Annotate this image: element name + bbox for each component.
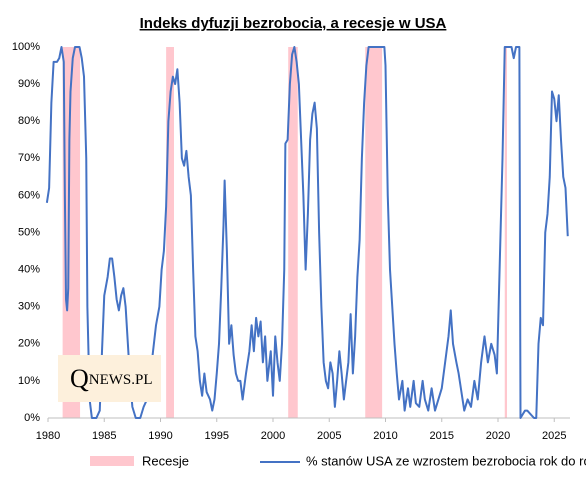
- y-tick-label: 70%: [18, 152, 40, 164]
- y-tick-label: 0%: [24, 412, 40, 424]
- y-tick-label: 60%: [18, 189, 40, 201]
- y-tick-label: 80%: [18, 115, 40, 127]
- x-tick-label: 2025: [542, 430, 566, 442]
- recession-band: [365, 47, 383, 418]
- y-tick-label: 20%: [18, 338, 40, 350]
- logo-text: QNEWS.PL: [70, 364, 153, 393]
- legend-label: Recesje: [142, 453, 189, 468]
- data-line: [45, 46, 569, 419]
- x-tick-label: 2020: [486, 430, 510, 442]
- y-tick-label: 30%: [18, 301, 40, 313]
- y-tick-label: 10%: [18, 375, 40, 387]
- x-tick-label: 1985: [92, 430, 116, 442]
- logo-q: Q: [70, 364, 89, 393]
- chart-title: Indeks dyfuzji bezrobocia, a recesje w U…: [140, 15, 447, 32]
- y-tick-label: 50%: [18, 226, 40, 238]
- y-tick-label: 90%: [18, 78, 40, 90]
- recession-band: [62, 47, 81, 418]
- x-tick-label: 2005: [317, 430, 341, 442]
- recession-band: [166, 47, 174, 418]
- logo: QNEWS.PL: [58, 355, 161, 402]
- legend-swatch: [90, 456, 134, 466]
- legend-label: % stanów USA ze wzrostem bezrobocia rok …: [306, 453, 586, 468]
- logo-box: [58, 355, 161, 402]
- x-tick-label: 2010: [373, 430, 397, 442]
- logo-rest: NEWS.PL: [89, 372, 153, 388]
- y-tick-label: 100%: [12, 41, 40, 53]
- recession-band: [504, 47, 507, 418]
- x-tick-label: 2000: [261, 430, 285, 442]
- x-tick-label: 1980: [36, 430, 60, 442]
- x-tick-label: 1995: [205, 430, 229, 442]
- y-tick-label: 40%: [18, 264, 40, 276]
- x-tick-label: 1990: [148, 430, 172, 442]
- recession-band: [288, 47, 298, 418]
- x-tick-label: 2015: [430, 430, 454, 442]
